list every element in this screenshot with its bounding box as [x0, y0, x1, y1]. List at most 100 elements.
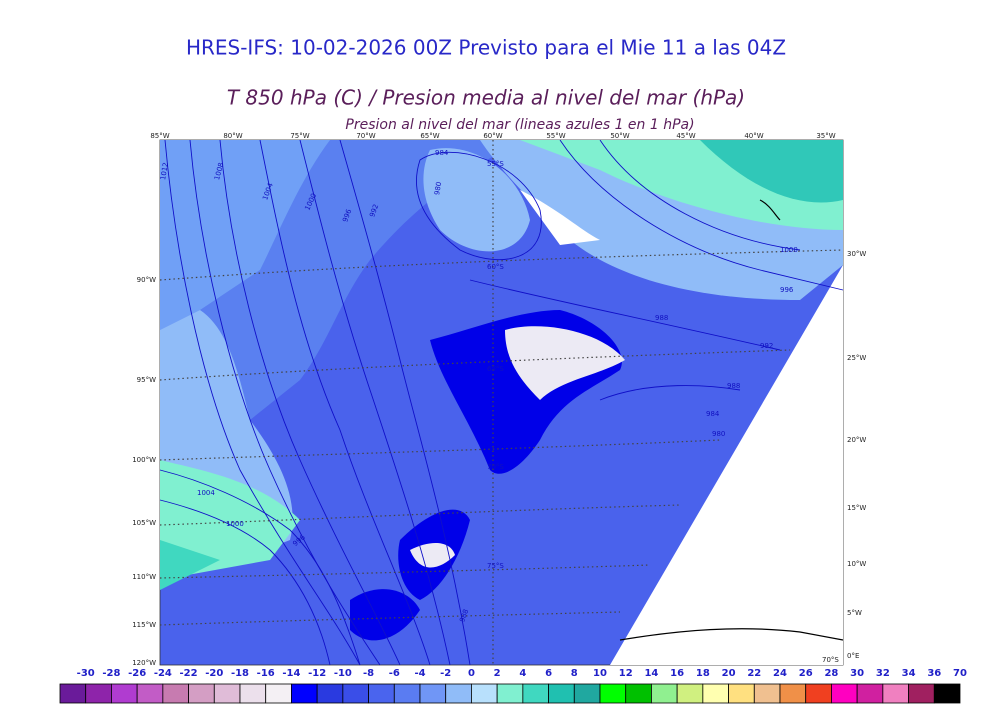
map-shape: [599, 385, 741, 401]
map-shape: [159, 499, 331, 666]
colorbar-swatch: [59, 683, 87, 704]
colorbar-swatch: [702, 683, 729, 704]
colorbar-swatch: [213, 683, 241, 704]
isobar-label: 992: [760, 342, 773, 350]
map-shape: [299, 139, 451, 666]
colorbar-swatch: [111, 683, 138, 704]
colorbar-swatch: [676, 683, 704, 704]
colorbar-swatch: [316, 683, 344, 704]
colorbar-swatch: [522, 683, 549, 704]
map-shape: [159, 349, 791, 381]
colorbar-label: 14: [644, 668, 658, 679]
colorbar-swatch: [779, 683, 807, 704]
colorbar-swatch: [805, 683, 832, 704]
temp-zone: [520, 190, 600, 245]
map-label: 10°W: [847, 560, 866, 568]
isobar-label: 984: [435, 149, 449, 157]
colorbar-swatch: [882, 683, 909, 704]
colorbar-swatch: [471, 683, 498, 704]
coastline: [619, 628, 844, 641]
colorbar-swatch: [831, 683, 858, 704]
colorbar-label: -12: [308, 668, 326, 679]
colorbar-label: 18: [696, 668, 710, 679]
isobar-label: 980: [433, 181, 443, 196]
colorbar-swatch: [265, 683, 292, 704]
colorbar-label: -8: [363, 668, 374, 679]
colorbar-swatch: [368, 683, 395, 704]
map-label: 75°S: [487, 562, 504, 570]
map-label: 90°W: [137, 276, 156, 284]
no-data-wedge: [610, 265, 843, 665]
map-label: 20°W: [847, 436, 866, 444]
colorbar-label: 26: [799, 668, 813, 679]
map-label: 60°W: [483, 132, 502, 140]
map-label: 30°W: [847, 250, 866, 258]
map-shape: [189, 139, 381, 666]
colorbar-label: -30: [77, 668, 95, 679]
colorbar: -30 -28 -26 -24 -22 -20 -18 -16 -14 -12 -10 -8 -6 -4-…: [59, 668, 967, 704]
colorbar-label: -26: [128, 668, 146, 679]
lat-left-labels: 90°W 95°W 100°W 105°W 110°W 115°W 120°W: [132, 276, 156, 667]
colorbar-label: 10: [593, 668, 607, 679]
colorbar-swatch: [753, 683, 781, 704]
isobar-label: 1004: [197, 489, 215, 497]
colorbar-label: 2: [494, 668, 501, 679]
isobar-label: 1000: [226, 520, 244, 528]
colorbar-label: 32: [876, 668, 890, 679]
temp-zone: [410, 543, 455, 568]
map-label: 95°W: [137, 376, 156, 384]
isobar-label: 988: [727, 382, 740, 390]
isobar-label: 996: [780, 286, 794, 294]
isobar-label: 984: [706, 410, 720, 418]
colorbar-label: -6: [389, 668, 400, 679]
map-label: 70°S: [487, 463, 504, 471]
coastline: [759, 199, 781, 221]
map-label: 35°W: [816, 132, 835, 140]
colorbar-swatch: [239, 683, 267, 704]
isobar-label: 1012: [159, 162, 170, 181]
map-label: 110°W: [132, 573, 156, 581]
colorbar-label: -10: [334, 668, 352, 679]
colorbar-label: -22: [180, 668, 198, 679]
temp-zone: [423, 148, 530, 252]
colorbar-label: 24: [773, 668, 787, 679]
map-label: 25°W: [847, 354, 866, 362]
colorbar-swatch: [548, 683, 575, 704]
colorbar-swatch: [342, 683, 369, 704]
colorbar-label: -20: [205, 668, 223, 679]
colorbar-label: 4: [519, 668, 526, 679]
colorbar-swatch: [908, 683, 935, 704]
colorbar-label: 6: [545, 668, 552, 679]
graticule: [159, 140, 844, 665]
map-shape: [259, 139, 431, 666]
colorbar-label: -2: [440, 668, 451, 679]
colorbar-label: 0: [468, 668, 475, 679]
map-shape: [219, 139, 401, 666]
map-label: 65°W: [420, 132, 439, 140]
subtitle: T 850 hPa (C) / Presion media al nivel d…: [227, 86, 745, 110]
map-shape: [599, 139, 801, 251]
colorbar-swatch: [445, 683, 472, 704]
colorbar-label: -24: [154, 668, 172, 679]
temp-zone: [350, 589, 420, 641]
colorbar-swatch: [728, 683, 755, 704]
colorbar-label: 22: [747, 668, 761, 679]
map-label: 55°W: [546, 132, 565, 140]
colorbar-swatch: [933, 683, 961, 704]
temp-zone: [160, 540, 220, 590]
map-label: 60°S: [487, 263, 504, 271]
map-label: 15°W: [847, 504, 866, 512]
colorbar-label: 16: [670, 668, 684, 679]
colorbar-label: -28: [102, 668, 120, 679]
temp-zone: [505, 326, 625, 400]
colorbar-swatch: [496, 683, 524, 704]
map-shape: [416, 151, 542, 261]
map-shape: [469, 279, 781, 351]
colorbar-label: 30: [850, 668, 864, 679]
colorbar-label: -14: [282, 668, 300, 679]
colorbar-label: -16: [257, 668, 275, 679]
map-shape: [559, 139, 844, 291]
colorbar-swatch: [651, 683, 678, 704]
lon-right-labels: 30°W 25°W 20°W 15°W 10°W 5°W 0°E: [847, 250, 866, 660]
